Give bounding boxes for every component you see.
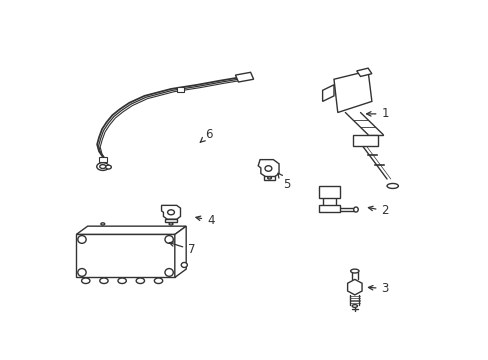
Ellipse shape [164,269,173,276]
Text: 6: 6 [200,128,212,143]
Ellipse shape [350,269,358,273]
Ellipse shape [101,223,104,225]
Text: 1: 1 [366,107,388,120]
Text: 7: 7 [169,242,195,256]
Bar [99,157,106,162]
Ellipse shape [78,235,86,243]
Ellipse shape [169,223,173,225]
Ellipse shape [100,165,105,168]
Polygon shape [333,71,371,112]
Polygon shape [76,226,186,234]
Ellipse shape [81,278,90,284]
Polygon shape [161,205,180,219]
Polygon shape [322,85,333,102]
Polygon shape [76,234,175,278]
Bar [318,204,339,212]
Ellipse shape [154,278,163,284]
Bar [177,87,183,92]
Ellipse shape [351,305,357,307]
Ellipse shape [353,207,358,212]
Ellipse shape [267,177,271,179]
Bar [352,135,377,146]
Polygon shape [356,68,371,76]
Ellipse shape [167,210,174,215]
Ellipse shape [264,166,271,171]
Polygon shape [258,159,279,177]
Polygon shape [235,72,253,82]
Polygon shape [175,226,186,278]
Text: 3: 3 [368,282,388,295]
Text: 5: 5 [277,173,290,191]
Ellipse shape [164,235,173,243]
Ellipse shape [78,269,86,276]
Ellipse shape [386,184,398,188]
Bar [318,186,339,198]
Ellipse shape [97,163,109,170]
Text: 2: 2 [367,204,388,217]
Ellipse shape [118,278,126,284]
Polygon shape [347,279,361,295]
Ellipse shape [100,278,108,284]
Bar [264,176,275,180]
Ellipse shape [136,278,144,284]
Bar [165,219,176,222]
Ellipse shape [105,165,111,169]
Text: 4: 4 [196,214,214,227]
Ellipse shape [181,262,187,267]
